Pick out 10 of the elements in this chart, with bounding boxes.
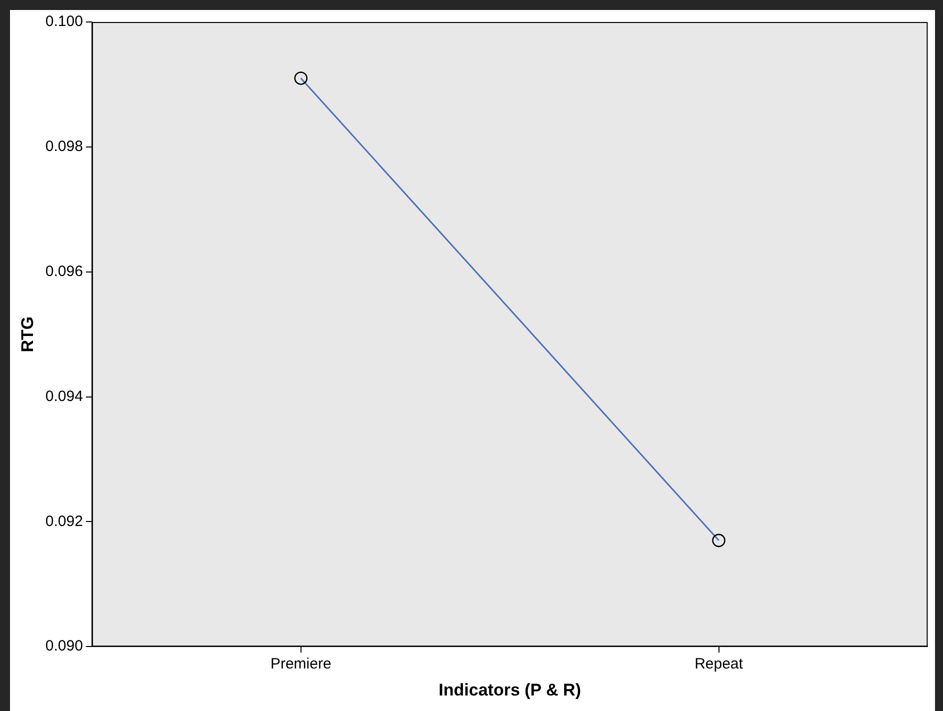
y-tick-label: 0.094 (45, 388, 83, 405)
y-tick-label: 0.090 (45, 638, 83, 655)
x-tick-label: Repeat (694, 656, 744, 673)
y-tick-label: 0.092 (45, 512, 83, 530)
y-tick-label: 0.096 (45, 262, 83, 280)
x-axis-title: Indicators (P & R) (438, 680, 581, 700)
x-tick-label: Premiere (270, 656, 332, 673)
y-axis-title: RTG (18, 316, 37, 352)
y-tick-label: 0.100 (45, 13, 83, 30)
y-tick-label: 0.098 (45, 138, 83, 156)
